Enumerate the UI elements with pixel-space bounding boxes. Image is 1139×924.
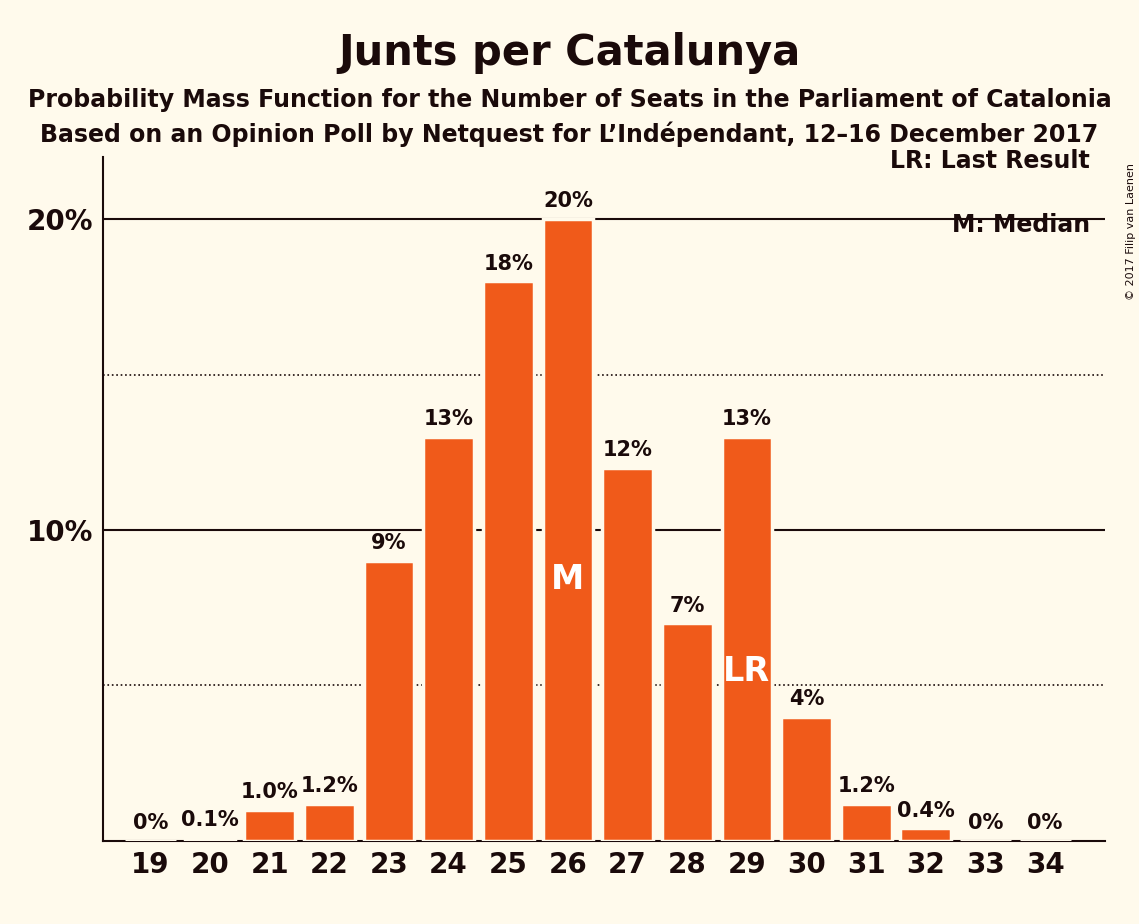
Bar — [363, 561, 415, 841]
Text: LR: Last Result: LR: Last Result — [890, 149, 1090, 173]
Text: Junts per Catalunya: Junts per Catalunya — [338, 32, 801, 74]
Text: 0.1%: 0.1% — [181, 810, 239, 830]
Text: 20%: 20% — [543, 191, 592, 212]
Bar — [662, 624, 713, 841]
Bar — [244, 809, 295, 841]
Text: 1.0%: 1.0% — [240, 782, 298, 802]
Text: 9%: 9% — [371, 533, 407, 553]
Text: 12%: 12% — [603, 440, 653, 460]
Text: 0%: 0% — [968, 813, 1003, 833]
Text: 13%: 13% — [424, 409, 474, 429]
Text: Based on an Opinion Poll by Netquest for L’Indépendant, 12–16 December 2017: Based on an Opinion Poll by Netquest for… — [40, 122, 1099, 148]
Text: 1.2%: 1.2% — [301, 776, 358, 796]
Text: Probability Mass Function for the Number of Seats in the Parliament of Catalonia: Probability Mass Function for the Number… — [27, 88, 1112, 112]
Text: © 2017 Filip van Laenen: © 2017 Filip van Laenen — [1126, 163, 1136, 299]
Text: 18%: 18% — [483, 253, 533, 274]
Text: 7%: 7% — [670, 595, 705, 615]
Text: 0%: 0% — [1027, 813, 1063, 833]
Text: 4%: 4% — [789, 688, 825, 709]
Bar — [721, 437, 772, 841]
Bar — [483, 282, 533, 841]
Text: 13%: 13% — [722, 409, 772, 429]
Text: 0.4%: 0.4% — [898, 800, 954, 821]
Text: LR: LR — [723, 654, 770, 687]
Text: 0%: 0% — [132, 813, 167, 833]
Bar — [603, 468, 653, 841]
Bar — [304, 804, 354, 841]
Text: M: Median: M: Median — [952, 213, 1090, 237]
Bar — [424, 437, 474, 841]
Bar — [542, 219, 593, 841]
Bar — [901, 829, 951, 841]
Text: M: M — [551, 564, 584, 596]
Bar — [841, 804, 892, 841]
Text: 1.2%: 1.2% — [837, 776, 895, 796]
Bar — [185, 838, 236, 841]
Bar — [781, 716, 831, 841]
